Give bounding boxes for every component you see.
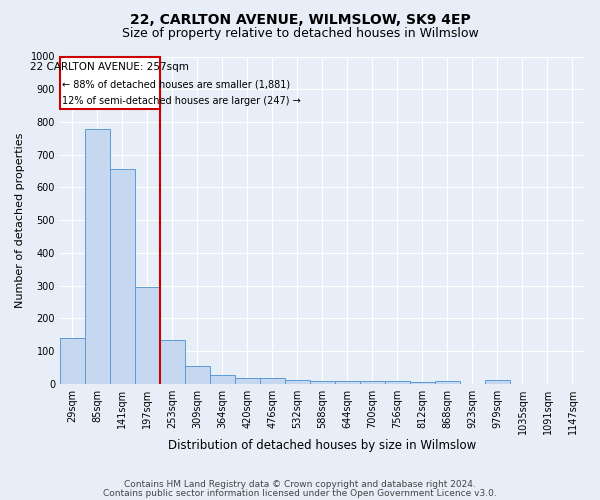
Bar (160, 340, 185, 384)
Bar (485, 380, 510, 384)
Bar (85, 129, 110, 384)
Text: Size of property relative to detached houses in Wilmslow: Size of property relative to detached ho… (122, 28, 478, 40)
Text: 22 CARLTON AVENUE: 257sqm: 22 CARLTON AVENUE: 257sqm (31, 62, 190, 72)
X-axis label: Distribution of detached houses by size in Wilmslow: Distribution of detached houses by size … (169, 440, 476, 452)
Bar (210, 374, 235, 384)
Text: Contains HM Land Registry data © Crown copyright and database right 2024.: Contains HM Land Registry data © Crown c… (124, 480, 476, 489)
Text: 22, CARLTON AVENUE, WILMSLOW, SK9 4EP: 22, CARLTON AVENUE, WILMSLOW, SK9 4EP (130, 12, 470, 26)
Bar (185, 366, 210, 384)
Bar (410, 382, 435, 384)
Bar (235, 378, 260, 384)
Text: ← 88% of detached houses are smaller (1,881): ← 88% of detached houses are smaller (1,… (62, 79, 290, 89)
Bar (335, 381, 360, 384)
Text: 12% of semi-detached houses are larger (247) →: 12% of semi-detached houses are larger (… (62, 96, 301, 106)
Bar (385, 381, 410, 384)
Bar (260, 378, 285, 384)
Bar (310, 381, 335, 384)
FancyBboxPatch shape (60, 56, 160, 109)
Text: Contains public sector information licensed under the Open Government Licence v3: Contains public sector information licen… (103, 488, 497, 498)
Bar (60, 338, 85, 384)
Y-axis label: Number of detached properties: Number of detached properties (15, 132, 25, 308)
Bar (135, 287, 160, 384)
Bar (435, 381, 460, 384)
Bar (285, 380, 310, 384)
Bar (110, 170, 135, 384)
Bar (360, 381, 385, 384)
